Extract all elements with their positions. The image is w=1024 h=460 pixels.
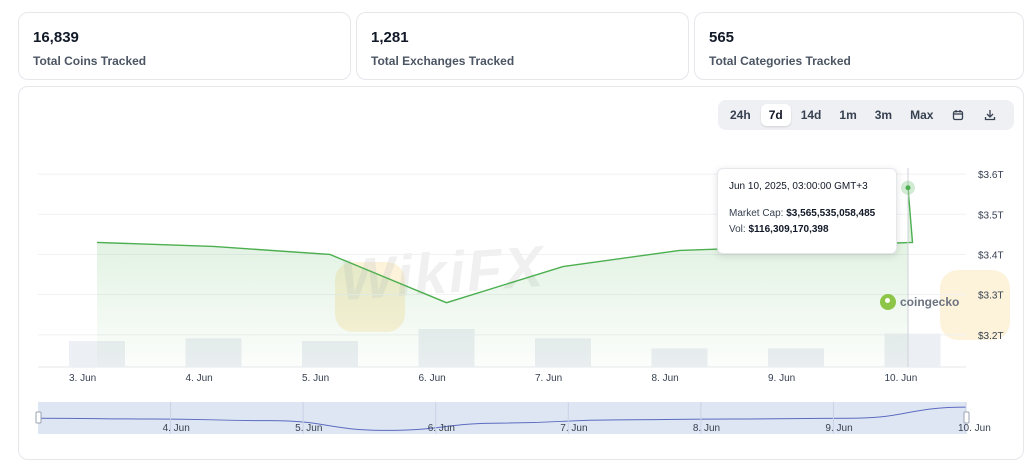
calendar-icon[interactable] [943, 104, 973, 126]
y-tick-label: $3.3T [978, 291, 1004, 302]
navigator-tick-label: 4. Jun [163, 423, 190, 434]
stat-label: Total Categories Tracked [709, 54, 851, 68]
navigator-tick-label: 7. Jun [560, 423, 587, 434]
hover-point [905, 185, 911, 191]
time-range-selector: 24h 7d 14d 1m 3m Max [718, 100, 1014, 130]
x-tick-label: 9. Jun [768, 373, 795, 384]
y-tick-label: $3.4T [978, 250, 1004, 261]
brand-label: coingecko [900, 295, 960, 309]
x-tick-label: 3. Jun [69, 373, 96, 384]
range-3m-button[interactable]: 3m [874, 108, 893, 122]
coingecko-brand: coingecko [880, 294, 959, 310]
download-icon[interactable] [975, 104, 1005, 126]
tooltip-volume: Vol: $116,309,170,398 [729, 224, 885, 235]
y-tick-label: $3.2T [978, 331, 1004, 342]
x-tick-label: 8. Jun [652, 373, 679, 384]
chart-tooltip: Jun 10, 2025, 03:00:00 GMT+3 Market Cap:… [717, 168, 897, 254]
tooltip-market-cap-value: $3,565,535,058,485 [786, 208, 876, 219]
tooltip-market-cap: Market Cap: $3,565,535,058,485 [729, 208, 885, 219]
range-24h-button[interactable]: 24h [730, 108, 751, 122]
stat-card-categories: 565 Total Categories Tracked [694, 12, 1024, 80]
range-1m-button[interactable]: 1m [839, 108, 857, 122]
tooltip-market-cap-label: Market Cap: [729, 208, 784, 219]
range-7d-button[interactable]: 7d [760, 104, 791, 126]
stat-value: 16,839 [33, 29, 79, 46]
navigator-tick-label: 9. Jun [825, 423, 852, 434]
x-tick-label: 6. Jun [419, 373, 446, 384]
navigator-handle-left[interactable] [35, 411, 42, 424]
navigator-tick-label: 8. Jun [693, 423, 720, 434]
navigator-handle-right[interactable] [963, 411, 970, 424]
coingecko-logo-icon [880, 294, 896, 310]
y-tick-label: $3.6T [978, 170, 1004, 181]
y-tick-label: $3.5T [978, 210, 1004, 221]
tooltip-vol-value: $116,309,170,398 [748, 224, 829, 235]
x-tick-label: 10. Jun [885, 373, 918, 384]
stat-card-exchanges: 1,281 Total Exchanges Tracked [356, 12, 689, 80]
range-14d-button[interactable]: 14d [800, 108, 822, 122]
navigator-series-line [37, 406, 967, 431]
x-tick-label: 7. Jun [535, 373, 562, 384]
stat-value: 565 [709, 29, 735, 46]
x-tick-label: 4. Jun [186, 373, 213, 384]
navigator-tick-label: 6. Jun [428, 423, 455, 434]
navigator-tick-label: 5. Jun [295, 423, 322, 434]
stat-label: Total Coins Tracked [33, 54, 147, 68]
stat-value: 1,281 [371, 29, 409, 46]
tooltip-date: Jun 10, 2025, 03:00:00 GMT+3 [729, 181, 868, 192]
navigator-tick-label: 10. Jun [958, 423, 991, 434]
range-max-button[interactable]: Max [910, 108, 934, 122]
market-cap-area [97, 187, 913, 367]
stat-label: Total Exchanges Tracked [371, 54, 515, 68]
tooltip-vol-label: Vol: [729, 224, 746, 235]
stat-card-coins: 16,839 Total Coins Tracked [18, 12, 351, 80]
x-tick-label: 5. Jun [302, 373, 329, 384]
